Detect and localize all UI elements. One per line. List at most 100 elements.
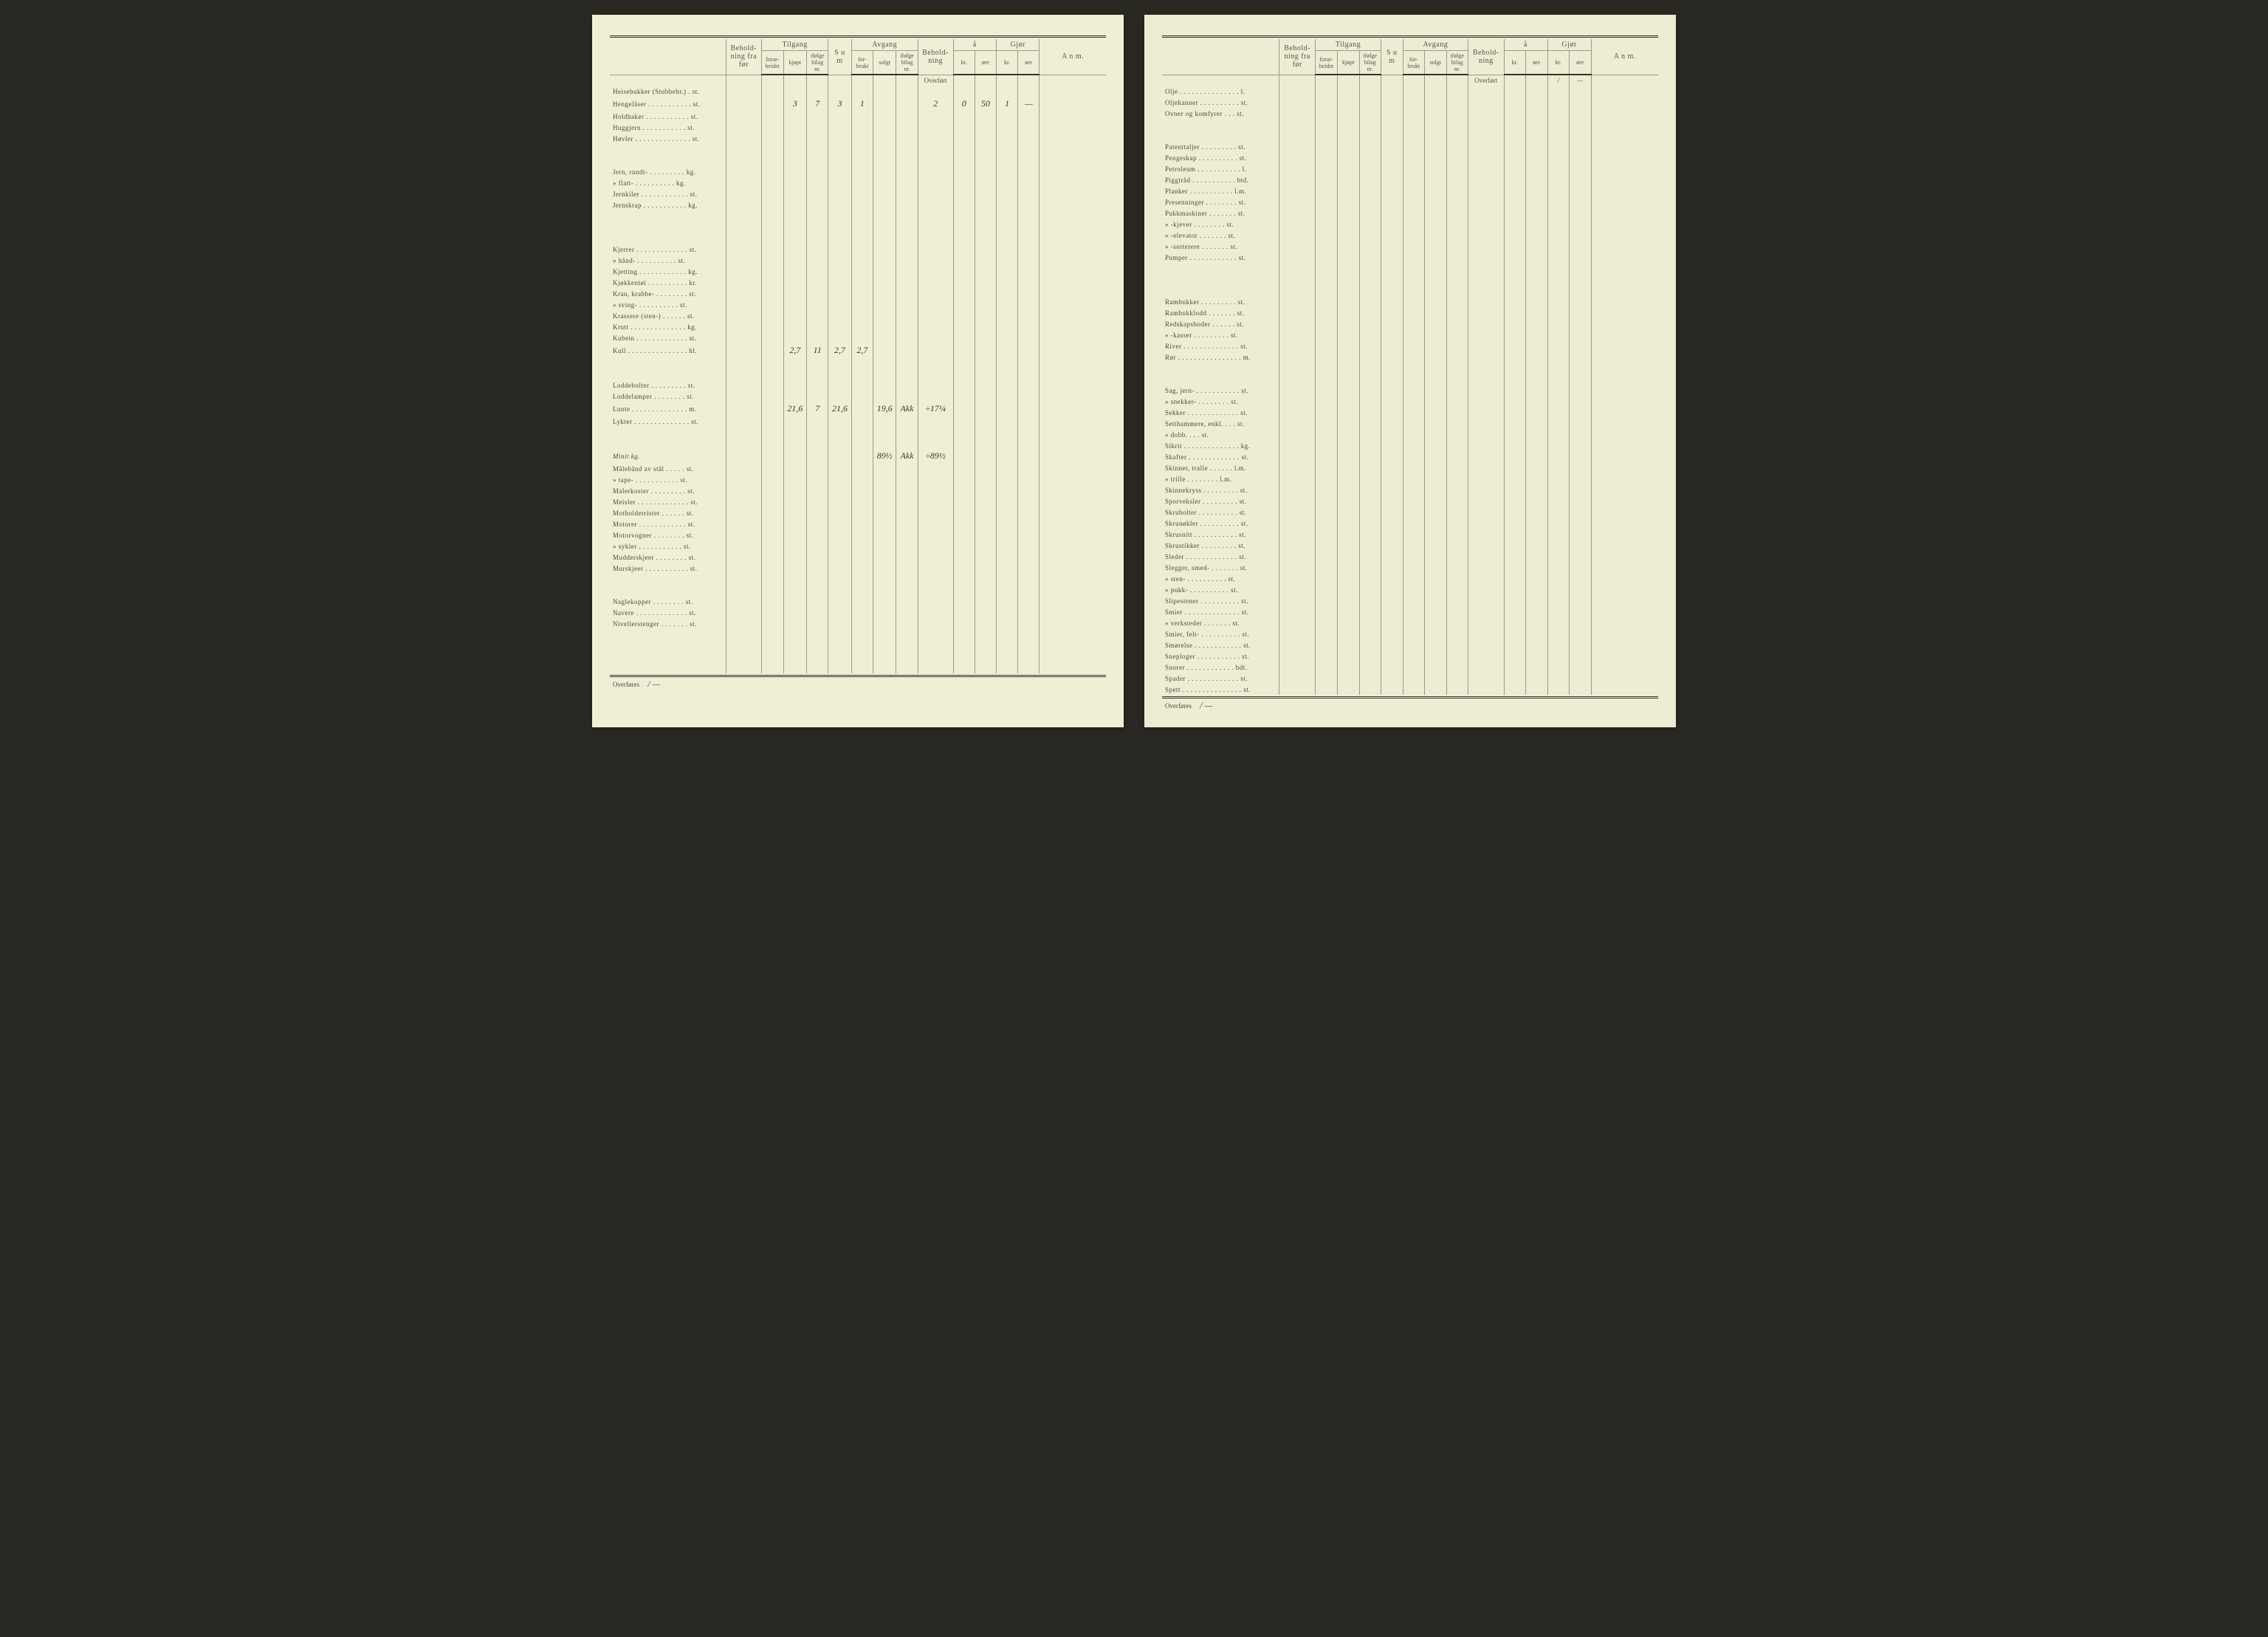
table-row <box>610 574 1106 585</box>
table-row: Kjerrer . . . . . . . . . . . . . st. <box>610 244 1106 255</box>
table-row: Malerkoster . . . . . . . . . st. <box>610 485 1106 496</box>
handwritten-value: 1 <box>997 97 1018 111</box>
sub-gore: øre <box>1018 51 1040 75</box>
left-ledger-table: Behold- ning fra før Tilgang S u m Avgan… <box>610 39 1106 673</box>
row-label: Motorer . . . . . . . . . . . . st. <box>610 518 726 529</box>
table-row <box>1162 119 1658 130</box>
table-row: Skrubolter . . . . . . . . . . st. <box>1162 507 1658 518</box>
table-row <box>610 222 1106 233</box>
row-label: » -kasser . . . . . . . . . st. <box>1162 329 1279 340</box>
col-gjor: Gjør <box>997 39 1040 51</box>
row-label: Lunte . . . . . . . . . . . . . . m. <box>610 402 726 416</box>
handwritten-value: 2 <box>918 97 953 111</box>
row-label <box>1162 374 1279 385</box>
row-label: Ovner og komfyrer . . . st. <box>1162 108 1279 119</box>
row-label: » dobb. . . . st. <box>1162 429 1279 440</box>
col-behold-for: Behold- ning fra før <box>726 39 761 75</box>
row-label: Skrusnitt . . . . . . . . . . . st. <box>1162 529 1279 540</box>
table-row: » hånd- . . . . . . . . . . st. <box>610 255 1106 266</box>
row-label: » tape- . . . . . . . . . . . st. <box>610 474 726 485</box>
table-row: » tape- . . . . . . . . . . . st. <box>610 474 1106 485</box>
row-label: Skinnekryss . . . . . . . . . st. <box>1162 484 1279 495</box>
row-label: Motholderrister . . . . . . st. <box>610 507 726 518</box>
col-anm: A n m. <box>1040 39 1106 75</box>
table-row: Høvler . . . . . . . . . . . . . . st. <box>610 133 1106 144</box>
row-label: Motorvogner . . . . . . . . st. <box>610 529 726 540</box>
handwritten-value: Akk <box>896 449 918 463</box>
row-label: Loddebolter . . . . . . . . . st. <box>610 380 726 391</box>
table-row: » -sorterere . . . . . . . st. <box>1162 241 1658 252</box>
row-label: Lykter . . . . . . . . . . . . . . st. <box>610 416 726 427</box>
sub-forbrukt: for- brukt <box>851 51 873 75</box>
row-label: Loddelamper . . . . . . . . st. <box>610 391 726 402</box>
right-footer: Overføres / — <box>1162 699 1658 713</box>
table-row: Skrustikker . . . . . . . . . st. <box>1162 540 1658 551</box>
table-row: Smier, felt- . . . . . . . . . . st. <box>1162 628 1658 639</box>
table-row <box>1162 374 1658 385</box>
table-row: Heisebukker (Stubbebr.) . st. <box>610 86 1106 97</box>
table-row: Rambukker . . . . . . . . . st. <box>1162 296 1658 307</box>
row-label: Sneploger . . . . . . . . . . . st. <box>1162 651 1279 662</box>
row-label: Piggtråd . . . . . . . . . . . btd. <box>1162 174 1279 185</box>
table-row: Snorer . . . . . . . . . . . . bdt. <box>1162 662 1658 673</box>
row-label <box>610 368 726 380</box>
row-label: Krassere (sten-) . . . . . . st. <box>610 310 726 321</box>
table-row: Spett . . . . . . . . . . . . . . . st. <box>1162 684 1658 695</box>
row-label <box>610 357 726 368</box>
table-row: Murskjeer . . . . . . . . . . . st. <box>610 563 1106 574</box>
row-label: » snekker- . . . . . . . . st. <box>1162 396 1279 407</box>
handwritten-value: 89½ <box>873 449 896 463</box>
row-label: Rambukklodd . . . . . . . st. <box>1162 307 1279 318</box>
row-label: Sag, jern- . . . . . . . . . . . st. <box>1162 385 1279 396</box>
table-row: Olje . . . . . . . . . . . . . . . l. <box>1162 86 1658 97</box>
table-row: » dobb. . . . st. <box>1162 429 1658 440</box>
row-label: Pumper . . . . . . . . . . . . st. <box>1162 252 1279 263</box>
row-label: Skrustikker . . . . . . . . . st. <box>1162 540 1279 551</box>
table-row: Jernskrap . . . . . . . . . . . kg. <box>610 199 1106 210</box>
handwritten-value: 2,7 <box>783 343 806 357</box>
table-row <box>610 629 1106 640</box>
table-row <box>610 585 1106 596</box>
table-row <box>610 662 1106 673</box>
handwritten-value: 2,7 <box>828 343 851 357</box>
handwritten-value: 21,6 <box>783 402 806 416</box>
table-row: Sekker . . . . . . . . . . . . . st. <box>1162 407 1658 418</box>
sub-solgt: solgt <box>873 51 896 75</box>
row-label <box>610 427 726 438</box>
row-label: Kjerrer . . . . . . . . . . . . . st. <box>610 244 726 255</box>
sub-bilag: ifølge bilag nr. <box>807 51 828 75</box>
row-label: Navere . . . . . . . . . . . . . st. <box>610 607 726 618</box>
table-row: Oljekanner . . . . . . . . . . st. <box>1162 97 1658 108</box>
table-row: Sleder . . . . . . . . . . . . . st. <box>1162 551 1658 562</box>
handwritten-value: — <box>1018 97 1040 111</box>
table-row: Rør . . . . . . . . . . . . . . . . m. <box>1162 351 1658 363</box>
row-label: Meisler . . . . . . . . . . . . . st. <box>610 496 726 507</box>
table-row <box>1162 285 1658 296</box>
row-label: » hånd- . . . . . . . . . . st. <box>610 255 726 266</box>
table-row: Loddelamper . . . . . . . . st. <box>610 391 1106 402</box>
table-row <box>1162 130 1658 141</box>
table-row: Planker . . . . . . . . . . . l.m. <box>1162 185 1658 196</box>
row-label <box>1162 274 1279 285</box>
table-row <box>610 155 1106 166</box>
handwritten-value: 7 <box>807 402 828 416</box>
table-row <box>610 427 1106 438</box>
row-label: Hengelåser . . . . . . . . . . . st. <box>610 97 726 111</box>
table-row: Kull . . . . . . . . . . . . . . . hl. 2,… <box>610 343 1106 357</box>
table-row: River . . . . . . . . . . . . . . st. <box>1162 340 1658 351</box>
table-row: Kubein . . . . . . . . . . . . . st. <box>610 332 1106 343</box>
row-label <box>610 233 726 244</box>
row-label: Spett . . . . . . . . . . . . . . . st. <box>1162 684 1279 695</box>
table-row: Nivellerstenger . . . . . . . st. <box>610 618 1106 629</box>
left-footer: Overføres / — <box>610 677 1106 691</box>
table-row: Navere . . . . . . . . . . . . . st. <box>610 607 1106 618</box>
table-row: Motorer . . . . . . . . . . . . st. <box>610 518 1106 529</box>
table-row: Lykter . . . . . . . . . . . . . . st. <box>610 416 1106 427</box>
col-avgang: Avgang <box>851 39 918 51</box>
row-label: » sten- . . . . . . . . . . st. <box>1162 573 1279 584</box>
table-row: Petroleum . . . . . . . . . . . l. <box>1162 163 1658 174</box>
table-row: » pukk- . . . . . . . . . . st. <box>1162 584 1658 595</box>
col-tilgang: Tilgang <box>761 39 828 51</box>
row-label: Kull . . . . . . . . . . . . . . . hl. <box>610 343 726 357</box>
handwritten-value: ÷17¼ <box>918 402 953 416</box>
